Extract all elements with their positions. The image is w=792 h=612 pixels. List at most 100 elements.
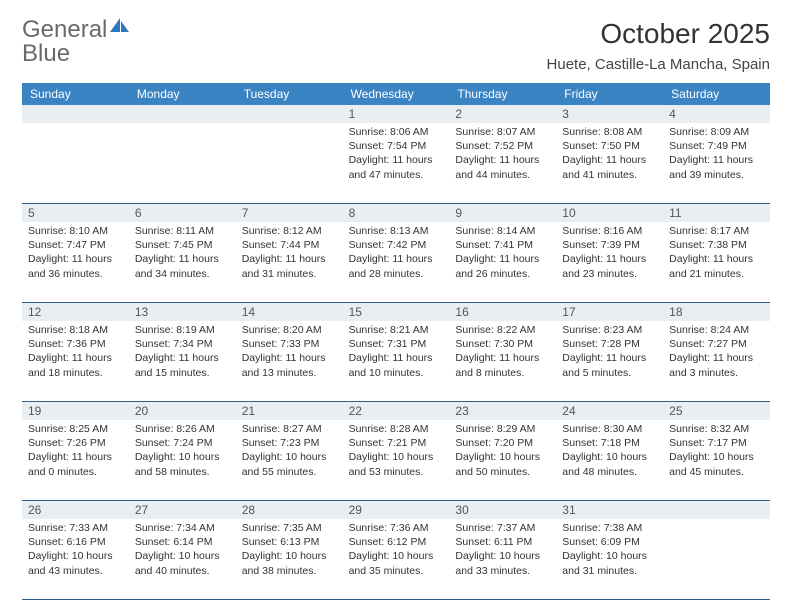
logo-text: General Blue — [22, 18, 130, 66]
day-number — [22, 105, 129, 123]
daylight-text-2: and 44 minutes. — [455, 168, 550, 182]
day-number: 15 — [343, 303, 450, 321]
sunset-text: Sunset: 7:27 PM — [669, 337, 764, 351]
sunrise-text: Sunrise: 8:20 AM — [242, 323, 337, 337]
sunset-text: Sunset: 7:38 PM — [669, 238, 764, 252]
sunset-text: Sunset: 7:17 PM — [669, 436, 764, 450]
daylight-text-2: and 55 minutes. — [242, 465, 337, 479]
day-cell: Sunrise: 7:35 AMSunset: 6:13 PMDaylight:… — [236, 519, 343, 599]
daylight-text-1: Daylight: 10 hours — [349, 450, 444, 464]
daylight-text-1: Daylight: 10 hours — [349, 549, 444, 563]
sunrise-text: Sunrise: 8:16 AM — [562, 224, 657, 238]
daylight-text-1: Daylight: 11 hours — [28, 450, 123, 464]
day-number-row: 567891011 — [22, 204, 770, 222]
daylight-text-2: and 39 minutes. — [669, 168, 764, 182]
sunset-text: Sunset: 7:50 PM — [562, 139, 657, 153]
sunset-text: Sunset: 6:12 PM — [349, 535, 444, 549]
daylight-text-1: Daylight: 10 hours — [28, 549, 123, 563]
daylight-text-1: Daylight: 10 hours — [562, 549, 657, 563]
logo: General Blue — [22, 18, 130, 66]
daylight-text-1: Daylight: 10 hours — [135, 549, 230, 563]
sunrise-text: Sunrise: 7:34 AM — [135, 521, 230, 535]
sunset-text: Sunset: 7:24 PM — [135, 436, 230, 450]
daylight-text-2: and 50 minutes. — [455, 465, 550, 479]
day-cell: Sunrise: 7:38 AMSunset: 6:09 PMDaylight:… — [556, 519, 663, 599]
sunset-text: Sunset: 7:36 PM — [28, 337, 123, 351]
sunrise-text: Sunrise: 8:10 AM — [28, 224, 123, 238]
weekday-label: Sunday — [22, 83, 129, 105]
sunrise-text: Sunrise: 7:38 AM — [562, 521, 657, 535]
sunrise-text: Sunrise: 8:06 AM — [349, 125, 444, 139]
sunset-text: Sunset: 7:28 PM — [562, 337, 657, 351]
daylight-text-1: Daylight: 10 hours — [669, 450, 764, 464]
day-number — [236, 105, 343, 123]
daylight-text-2: and 8 minutes. — [455, 366, 550, 380]
week-row: Sunrise: 7:33 AMSunset: 6:16 PMDaylight:… — [22, 519, 770, 600]
day-cell: Sunrise: 8:16 AMSunset: 7:39 PMDaylight:… — [556, 222, 663, 302]
sunset-text: Sunset: 6:11 PM — [455, 535, 550, 549]
sunset-text: Sunset: 7:52 PM — [455, 139, 550, 153]
day-number — [663, 501, 770, 519]
daylight-text-1: Daylight: 11 hours — [455, 351, 550, 365]
day-number-row: 19202122232425 — [22, 402, 770, 420]
sunrise-text: Sunrise: 8:27 AM — [242, 422, 337, 436]
sunset-text: Sunset: 7:42 PM — [349, 238, 444, 252]
daylight-text-2: and 53 minutes. — [349, 465, 444, 479]
day-cell: Sunrise: 8:06 AMSunset: 7:54 PMDaylight:… — [343, 123, 450, 203]
sunset-text: Sunset: 7:49 PM — [669, 139, 764, 153]
day-number: 18 — [663, 303, 770, 321]
day-number: 2 — [449, 105, 556, 123]
day-cell: Sunrise: 7:36 AMSunset: 6:12 PMDaylight:… — [343, 519, 450, 599]
daylight-text-1: Daylight: 10 hours — [562, 450, 657, 464]
sunrise-text: Sunrise: 8:17 AM — [669, 224, 764, 238]
day-cell: Sunrise: 8:12 AMSunset: 7:44 PMDaylight:… — [236, 222, 343, 302]
day-cell — [663, 519, 770, 599]
day-number: 31 — [556, 501, 663, 519]
daylight-text-2: and 41 minutes. — [562, 168, 657, 182]
day-cell: Sunrise: 8:24 AMSunset: 7:27 PMDaylight:… — [663, 321, 770, 401]
weekday-label: Thursday — [449, 83, 556, 105]
day-number-row: 1234 — [22, 105, 770, 123]
day-cell: Sunrise: 8:29 AMSunset: 7:20 PMDaylight:… — [449, 420, 556, 500]
weekday-label: Wednesday — [343, 83, 450, 105]
daylight-text-1: Daylight: 11 hours — [562, 252, 657, 266]
daylight-text-1: Daylight: 11 hours — [669, 351, 764, 365]
day-cell: Sunrise: 8:19 AMSunset: 7:34 PMDaylight:… — [129, 321, 236, 401]
day-number: 4 — [663, 105, 770, 123]
page-header: General Blue October 2025 Huete, Castill… — [22, 18, 770, 73]
day-number: 9 — [449, 204, 556, 222]
sunrise-text: Sunrise: 7:37 AM — [455, 521, 550, 535]
daylight-text-2: and 58 minutes. — [135, 465, 230, 479]
daylight-text-1: Daylight: 11 hours — [242, 252, 337, 266]
day-cell: Sunrise: 7:33 AMSunset: 6:16 PMDaylight:… — [22, 519, 129, 599]
daylight-text-2: and 45 minutes. — [669, 465, 764, 479]
day-number: 27 — [129, 501, 236, 519]
daylight-text-2: and 40 minutes. — [135, 564, 230, 578]
sunset-text: Sunset: 7:23 PM — [242, 436, 337, 450]
week-row: Sunrise: 8:06 AMSunset: 7:54 PMDaylight:… — [22, 123, 770, 204]
daylight-text-2: and 33 minutes. — [455, 564, 550, 578]
sunrise-text: Sunrise: 8:18 AM — [28, 323, 123, 337]
daylight-text-2: and 13 minutes. — [242, 366, 337, 380]
sunrise-text: Sunrise: 7:36 AM — [349, 521, 444, 535]
sunset-text: Sunset: 7:30 PM — [455, 337, 550, 351]
month-title: October 2025 — [547, 18, 770, 50]
day-cell — [236, 123, 343, 203]
daylight-text-2: and 48 minutes. — [562, 465, 657, 479]
daylight-text-1: Daylight: 11 hours — [455, 252, 550, 266]
day-number: 22 — [343, 402, 450, 420]
day-cell: Sunrise: 8:27 AMSunset: 7:23 PMDaylight:… — [236, 420, 343, 500]
day-number: 19 — [22, 402, 129, 420]
daylight-text-1: Daylight: 11 hours — [562, 351, 657, 365]
daylight-text-2: and 28 minutes. — [349, 267, 444, 281]
logo-word-blue: Blue — [22, 40, 70, 67]
daylight-text-1: Daylight: 10 hours — [242, 450, 337, 464]
day-number: 16 — [449, 303, 556, 321]
weekday-label: Saturday — [663, 83, 770, 105]
daylight-text-2: and 47 minutes. — [349, 168, 444, 182]
daylight-text-2: and 43 minutes. — [28, 564, 123, 578]
day-cell — [22, 123, 129, 203]
location-text: Huete, Castille-La Mancha, Spain — [547, 56, 770, 73]
sunset-text: Sunset: 7:18 PM — [562, 436, 657, 450]
day-cell: Sunrise: 8:22 AMSunset: 7:30 PMDaylight:… — [449, 321, 556, 401]
